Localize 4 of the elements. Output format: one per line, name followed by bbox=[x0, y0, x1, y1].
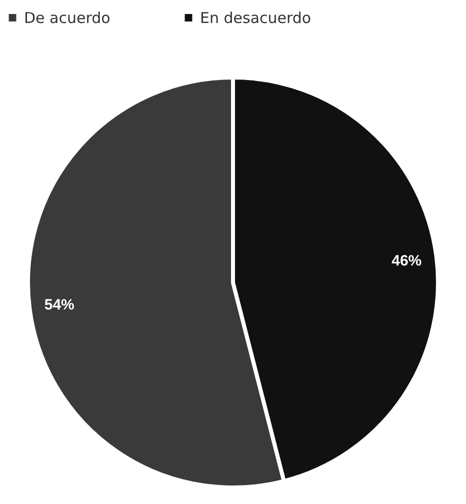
legend-label: De acuerdo bbox=[24, 8, 110, 27]
data-label: 46% bbox=[392, 252, 422, 270]
data-label: 54% bbox=[44, 296, 74, 314]
legend-label: En desacuerdo bbox=[200, 8, 312, 27]
